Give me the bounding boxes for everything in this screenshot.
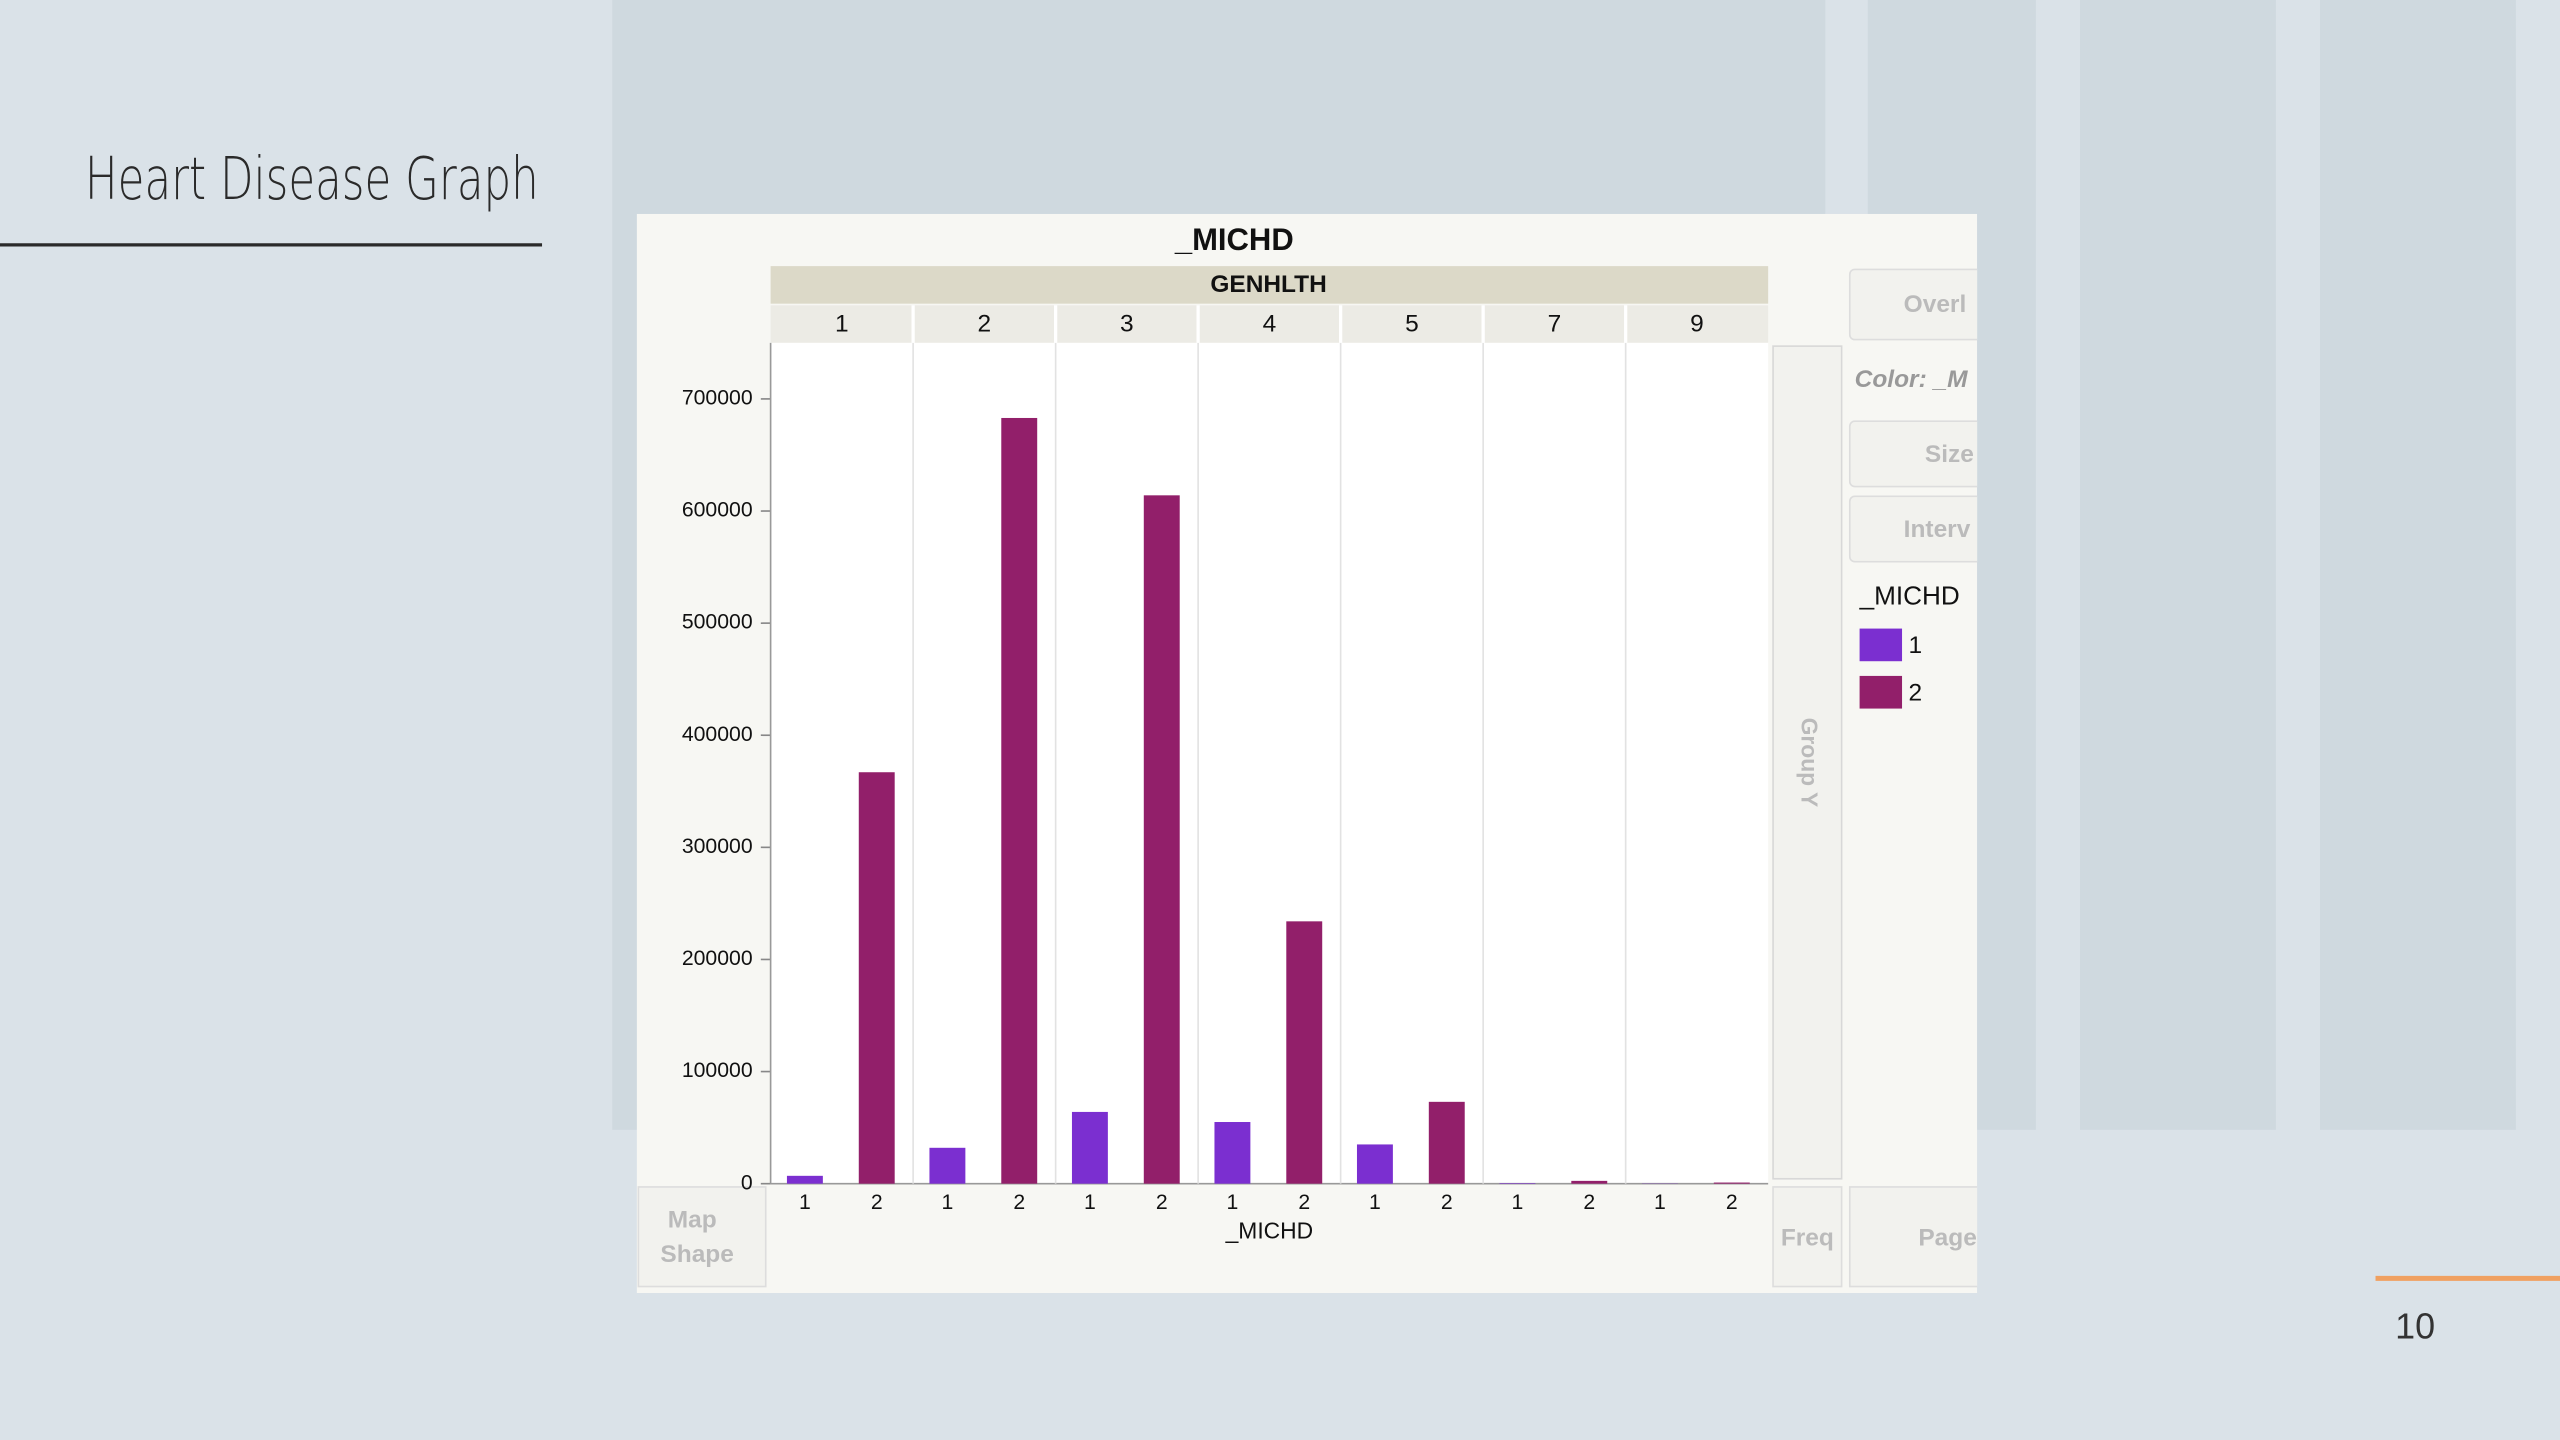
x-tick-label: 1	[1369, 1191, 1381, 1214]
group-tick-label: 4	[1263, 310, 1277, 337]
x-tick-label: 1	[1227, 1191, 1239, 1214]
y-tick-label: 400000	[682, 723, 753, 746]
group-tick-label: 2	[978, 310, 992, 337]
x-tick-label: 1	[1084, 1191, 1096, 1214]
bar	[858, 772, 895, 1184]
bar	[1001, 417, 1038, 1184]
group-tick-label: 9	[1690, 310, 1704, 337]
x-tick-label: 1	[1512, 1191, 1524, 1214]
y-tick-label: 700000	[682, 387, 753, 410]
group-tick-label: 3	[1120, 310, 1134, 337]
size-label: Size	[1925, 441, 1974, 468]
x-tick-label: 2	[1156, 1191, 1168, 1214]
x-tick-label: 2	[1441, 1191, 1453, 1214]
y-tick-label: 500000	[682, 611, 753, 634]
y-tick-label: 100000	[682, 1059, 753, 1082]
y-tick-label: 0	[741, 1171, 753, 1194]
interval-label: Interv	[1904, 516, 1971, 543]
bar	[1356, 1144, 1393, 1184]
x-tick-label: 2	[1013, 1191, 1025, 1214]
y-tick-label: 300000	[682, 835, 753, 858]
bar	[1286, 921, 1323, 1184]
x-tick-label: 1	[1654, 1191, 1666, 1214]
bar	[1571, 1180, 1608, 1184]
x-tick-label: 2	[871, 1191, 883, 1214]
freq-zone	[1772, 1186, 1843, 1288]
map-shape-label: Map	[668, 1207, 717, 1234]
y-tick-label: 600000	[682, 499, 753, 522]
legend-swatch	[1859, 628, 1903, 662]
size-button[interactable]	[1848, 420, 1984, 488]
bar	[1071, 1111, 1108, 1184]
x-tick-label: 1	[799, 1191, 811, 1214]
bar	[1499, 1183, 1536, 1184]
map-shape-zone	[637, 1186, 767, 1288]
group-y-zone	[1772, 345, 1843, 1180]
x-tick-label: 2	[1583, 1191, 1595, 1214]
bar	[1214, 1122, 1251, 1184]
group-label: GENHLTH	[1210, 271, 1326, 298]
group-tick-label: 5	[1405, 310, 1419, 337]
x-tick-label: 1	[941, 1191, 953, 1214]
overlay-label: Overl	[1904, 291, 1967, 318]
map-shape-label: Shape	[660, 1241, 733, 1268]
page-zone	[1848, 1186, 1978, 1288]
group-tick-label: 7	[1548, 310, 1562, 337]
legend-title: _MICHD	[1859, 580, 1960, 610]
group-tick-label: 1	[835, 310, 849, 337]
chart-title: _MICHD	[1174, 222, 1294, 257]
y-tick-label: 200000	[682, 947, 753, 970]
interval-button[interactable]	[1848, 495, 1984, 563]
overlay-button[interactable]	[1848, 268, 1984, 341]
page-number: 10	[2395, 1305, 2435, 1346]
group-header	[770, 266, 1769, 304]
group-y-label: Group Y	[1796, 718, 1822, 808]
bar	[1428, 1101, 1465, 1184]
group-row	[770, 305, 1769, 343]
chart-panel: _MICHD GENHLTH Group Y Overl Color: _M S…	[636, 213, 1984, 1294]
x-tick-label: 2	[1298, 1191, 1310, 1214]
color-label: Color: _M	[1855, 366, 1968, 393]
page-label: Page	[1918, 1225, 1976, 1252]
legend-label: 2	[1909, 679, 1923, 706]
plot-area	[770, 342, 1769, 1184]
legend-label: 1	[1909, 632, 1923, 659]
x-axis-label: _MICHD	[1225, 1218, 1314, 1244]
x-tick-label: 2	[1726, 1191, 1738, 1214]
background-panel	[2080, 0, 2276, 1130]
legend-swatch	[1859, 675, 1903, 709]
bar	[1713, 1182, 1750, 1184]
background-panel	[2320, 0, 2516, 1130]
freq-label: Freq	[1781, 1225, 1834, 1252]
bar	[929, 1147, 966, 1184]
bar	[786, 1175, 823, 1184]
bar	[1143, 495, 1180, 1184]
slide-title: Heart Disease Graph	[85, 144, 539, 213]
